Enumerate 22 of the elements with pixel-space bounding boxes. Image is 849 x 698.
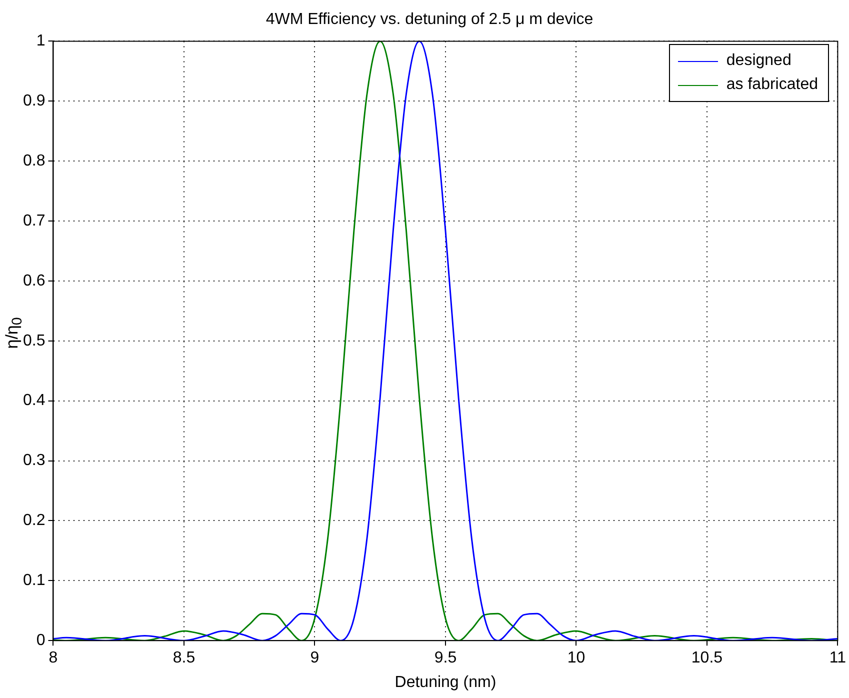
x-tick-label: 8.5 [172,650,196,667]
chart-title: 4WM Efficiency vs. detuning of 2.5 μ m device [266,11,594,28]
x-tick-label: 10.5 [691,650,723,667]
y-tick-label: 0 [36,632,46,650]
y-tick-label: 0.8 [22,152,46,170]
x-tick-label: 10 [567,650,586,667]
legend-label: as fabricated [726,76,818,94]
legend-label: designed [726,52,792,70]
y-tick-label: 0.6 [22,272,46,290]
x-axis-title: Detuning (nm) [394,674,496,691]
x-tick-label: 8 [48,650,58,667]
y-tick-label: 0.1 [22,572,46,590]
x-tick-label: 11 [829,650,846,667]
y-tick-label: 0.9 [22,92,46,110]
y-tick-label: 0.2 [22,512,46,530]
x-tick-label: 9 [310,650,320,667]
y-tick-label: 0.3 [22,452,46,470]
y-tick-label: 0.7 [22,212,46,230]
y-tick-label: 1 [36,32,46,50]
x-tick-label: 9.5 [434,650,457,667]
y-tick-label: 0.4 [22,392,46,410]
y-tick-label: 0.5 [22,332,46,350]
